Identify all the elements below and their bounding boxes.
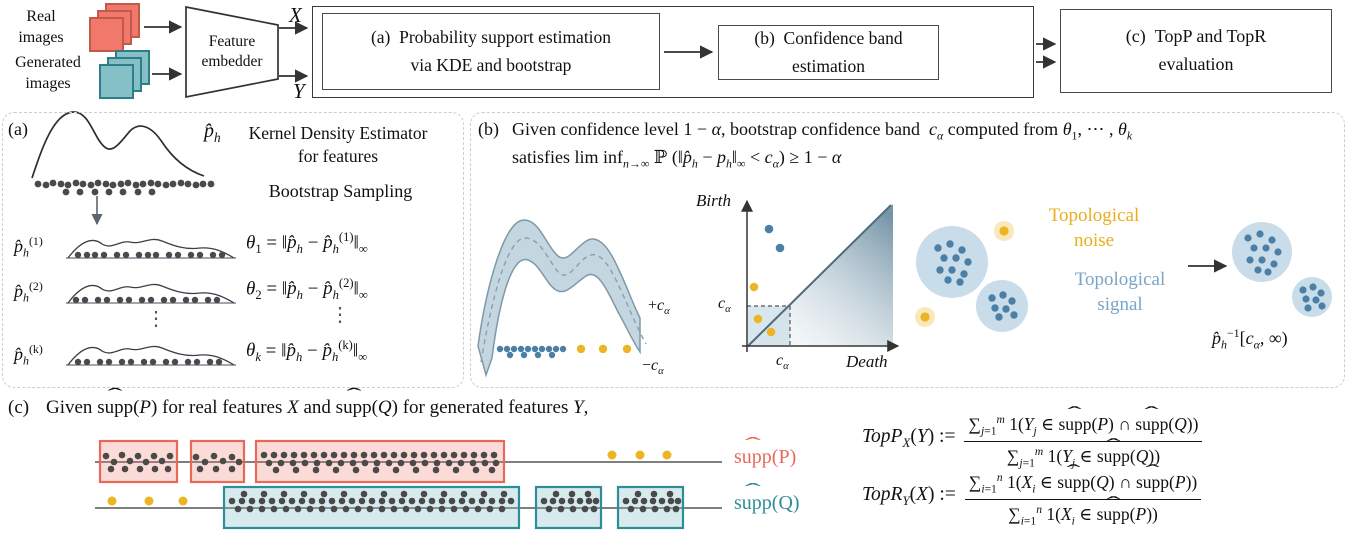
panel-c-tag: (c) <box>8 397 30 418</box>
supp-p-row <box>95 439 722 484</box>
real-images-icon <box>89 3 140 52</box>
panel-a-tag: (a) <box>8 119 28 139</box>
confidence-band-plot <box>477 219 647 378</box>
topology-blobs <box>915 221 1028 332</box>
pipeline-outer-box <box>312 6 1034 98</box>
theta-equation-k: θk = ‖p̂h − p̂h(k)‖∞ <box>246 338 368 365</box>
topp-lhs: TopPX(Y) := <box>862 426 956 451</box>
persistence-diagram <box>741 199 900 352</box>
support-estimate-label: p̂h−1[cα, ∞) <box>1212 326 1288 352</box>
c-alpha-x-tick: cα <box>776 352 789 373</box>
bootstrap-caption: Bootstrap Sampling <box>268 181 413 201</box>
vertical-dots-equations: ⋮ <box>330 304 350 326</box>
confidence-statement-line2: satisfies lim infn→∞ ℙ (‖p̂h − ph‖∞ < cα… <box>512 147 842 171</box>
topological-noise-label: Topological noise <box>1048 205 1140 251</box>
feature-embedder-label: Feature embedder <box>201 33 263 71</box>
pipeline-box-b: (b) Confidence band estimation <box>718 25 939 80</box>
bootstrap-sample-plot-2 <box>66 283 236 304</box>
kde-density-plot <box>31 111 215 196</box>
kde-caption: Kernel Density Estimator for features <box>248 123 428 166</box>
supp-q-row <box>95 485 722 530</box>
bootstrap-sample-plot-1 <box>66 238 236 259</box>
pipeline-box-a: (a) Probability support estimation via K… <box>322 13 660 90</box>
bootstrap-label-k: p̂h(k) <box>14 342 43 368</box>
panel-c-intro: Given supp(P) for real features X and su… <box>46 396 846 421</box>
theta-equation-1: θ1 = ‖p̂h − p̂h(1)‖∞ <box>246 230 368 257</box>
generated-images-icon <box>99 50 150 99</box>
panel-a-frame <box>2 112 464 388</box>
feature-embedder-shape <box>185 5 279 99</box>
x-features-symbol: X <box>289 3 302 27</box>
topr-denominator: ∑i=1n 1(Xi ∈ supp(P)) <box>1004 500 1162 529</box>
minus-c-alpha-label: −cα <box>642 357 664 378</box>
result-blobs <box>1232 222 1332 317</box>
c-alpha-y-tick: cα <box>718 295 731 316</box>
supp-q-label: supp(Q) <box>734 490 800 516</box>
theta-equation-2: θ2 = ‖p̂h − p̂h(2)‖∞ <box>246 276 368 303</box>
pipeline-flow-arrows <box>144 20 1057 83</box>
topr-fraction: ∑i=1n 1(Xi ∈ supp(Q) ∩ supp(P)) ∑i=1n 1(… <box>964 464 1202 529</box>
topological-signal-label: Topological signal <box>1074 269 1166 315</box>
death-axis-label: Death <box>846 352 888 371</box>
panel-b-tag: (b) <box>478 119 499 139</box>
plus-c-alpha-label: +cα <box>648 297 670 318</box>
panel-b-frame <box>470 112 1345 388</box>
generated-images-label: Generated images <box>15 54 81 92</box>
topr-lhs: TopRY(X) := <box>862 484 956 509</box>
real-images-label: Real images <box>18 8 64 46</box>
topr-formula: TopRY(X) := ∑i=1n 1(Xi ∈ supp(Q) ∩ supp(… <box>862 464 1202 529</box>
bootstrap-label-2: p̂h(2) <box>14 279 43 305</box>
topr-numerator: ∑i=1n 1(Xi ∈ supp(Q) ∩ supp(P)) <box>964 464 1202 500</box>
p-hat-label: p̂h <box>204 120 221 145</box>
birth-axis-label: Birth <box>696 191 731 210</box>
y-features-symbol: Y <box>293 79 305 103</box>
supp-p-label: supp(P) <box>734 444 796 470</box>
confidence-statement-line1: Given confidence level 1 − α, bootstrap … <box>512 119 1133 143</box>
pipeline-box-c: (c) TopP and TopR evaluation <box>1060 9 1332 93</box>
bootstrap-sample-plot-k <box>66 345 236 366</box>
topp-formula: TopPX(Y) := ∑j=1m 1(Yj ∈ supp(P) ∩ supp(… <box>862 406 1203 471</box>
vertical-dots-curves: ⋮ <box>146 308 166 330</box>
bootstrap-label-1: p̂h(1) <box>14 234 43 260</box>
